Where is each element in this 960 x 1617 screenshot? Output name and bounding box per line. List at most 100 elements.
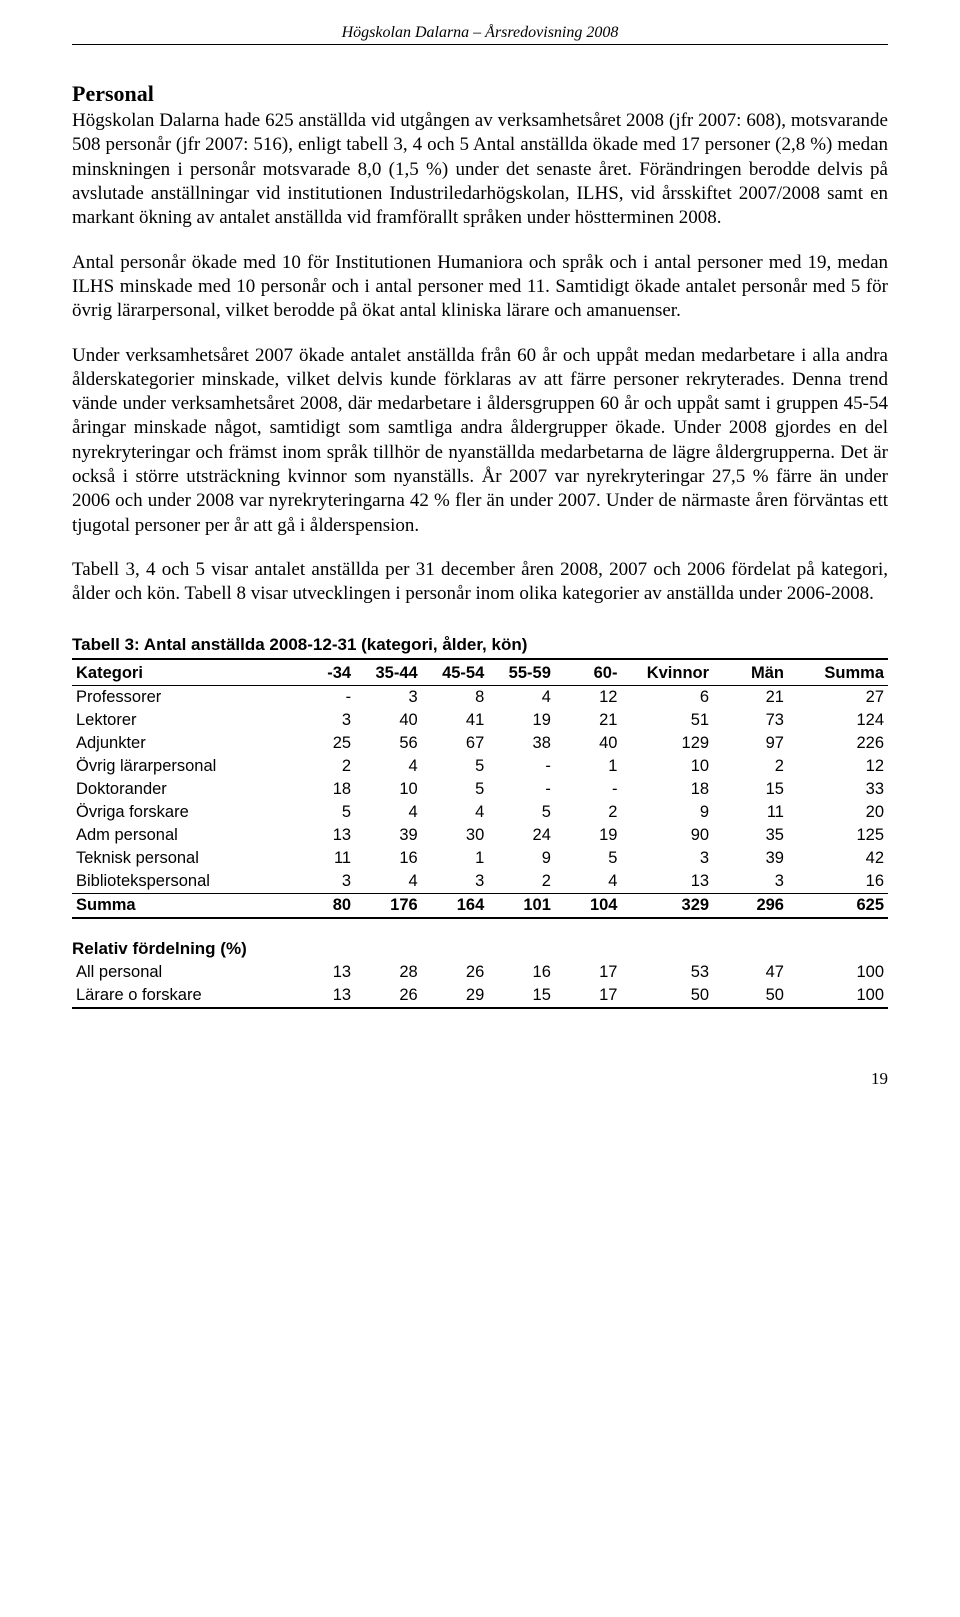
table3-body: Professorer-3841262127Lektorer3404119215…: [72, 685, 888, 918]
table-cell: 3: [355, 685, 422, 709]
table-cell: 296: [713, 893, 788, 918]
table-cell: 3: [713, 870, 788, 894]
relative-title: Relativ fördelning (%): [72, 939, 888, 959]
table3-col-34: -34: [289, 662, 356, 686]
table-row: Adjunkter255667384012997226: [72, 732, 888, 755]
table-cell: 164: [422, 893, 489, 918]
table-cell: Övrig lärarpersonal: [72, 755, 289, 778]
table-cell: 124: [788, 709, 888, 732]
table-cell: 9: [621, 801, 713, 824]
table-row: Professorer-3841262127: [72, 685, 888, 709]
table-cell: 3: [289, 870, 356, 894]
table3-col-3544: 35-44: [355, 662, 422, 686]
table-cell: 9: [488, 847, 555, 870]
table-cell: 13: [289, 961, 356, 984]
table-cell: Doktorander: [72, 778, 289, 801]
table-cell: 41: [422, 709, 489, 732]
table-cell: 4: [355, 801, 422, 824]
table-cell: Lärare o forskare: [72, 984, 289, 1008]
table-cell: 25: [289, 732, 356, 755]
document-page: Högskolan Dalarna – Årsredovisning 2008 …: [0, 0, 960, 1129]
table3-col-kategori: Kategori: [72, 662, 289, 686]
table-cell: 24: [488, 824, 555, 847]
table-row: Adm personal13393024199035125: [72, 824, 888, 847]
table-cell: 1: [555, 755, 622, 778]
table-cell: 1: [422, 847, 489, 870]
table-row: Lektorer3404119215173124: [72, 709, 888, 732]
table-cell: 5: [289, 801, 356, 824]
table-cell: 35: [713, 824, 788, 847]
table3: Kategori -34 35-44 45-54 55-59 60- Kvinn…: [72, 662, 888, 919]
table-cell: 16: [488, 961, 555, 984]
table3-col-man: Män: [713, 662, 788, 686]
table-cell: 97: [713, 732, 788, 755]
table-cell: 16: [788, 870, 888, 894]
table-cell: 329: [621, 893, 713, 918]
table-cell: 28: [355, 961, 422, 984]
relative-table: All personal13282616175347100 Lärare o fo…: [72, 961, 888, 1009]
table-cell: 18: [621, 778, 713, 801]
table-cell: 4: [355, 755, 422, 778]
table-cell: -: [488, 778, 555, 801]
table-cell: Summa: [72, 893, 289, 918]
table-row: Bibliotekspersonal3432413316: [72, 870, 888, 894]
table-cell: 6: [621, 685, 713, 709]
table-cell: 4: [355, 870, 422, 894]
table-cell: 47: [713, 961, 788, 984]
table-cell: 80: [289, 893, 356, 918]
table-cell: 33: [788, 778, 888, 801]
table-cell: 3: [621, 847, 713, 870]
table-cell: 13: [289, 824, 356, 847]
body-paragraph-3: Under verksamhetsåret 2007 ökade antalet…: [72, 344, 888, 539]
table-cell: 10: [355, 778, 422, 801]
table-cell: 101: [488, 893, 555, 918]
table-cell: 50: [621, 984, 713, 1008]
table3-col-kvinnor: Kvinnor: [621, 662, 713, 686]
table-cell: 125: [788, 824, 888, 847]
table-cell: 100: [788, 961, 888, 984]
table3-col-summa: Summa: [788, 662, 888, 686]
table-cell: 53: [621, 961, 713, 984]
table-cell: -: [289, 685, 356, 709]
table-cell: All personal: [72, 961, 289, 984]
table-cell: Övriga forskare: [72, 801, 289, 824]
table-cell: 3: [289, 709, 356, 732]
table-cell: 29: [422, 984, 489, 1008]
table-row: Teknisk personal111619533942: [72, 847, 888, 870]
table-row: Doktorander18105--181533: [72, 778, 888, 801]
table-cell: 8: [422, 685, 489, 709]
page-number: 19: [72, 1069, 888, 1089]
table-cell: 21: [713, 685, 788, 709]
table-cell: 625: [788, 893, 888, 918]
table-cell: -: [488, 755, 555, 778]
table3-col-4554: 45-54: [422, 662, 489, 686]
table-cell: 30: [422, 824, 489, 847]
table-cell: 100: [788, 984, 888, 1008]
relative-body: All personal13282616175347100 Lärare o fo…: [72, 961, 888, 1008]
table-row: Övrig lärarpersonal245-110212: [72, 755, 888, 778]
body-paragraph-2: Antal personår ökade med 10 för Institut…: [72, 251, 888, 324]
table-cell: 40: [355, 709, 422, 732]
table-cell: 3: [422, 870, 489, 894]
table-cell: 4: [555, 870, 622, 894]
table-cell: 39: [713, 847, 788, 870]
table-cell: 5: [555, 847, 622, 870]
table-cell: 51: [621, 709, 713, 732]
table-cell: -: [555, 778, 622, 801]
running-header: Högskolan Dalarna – Årsredovisning 2008: [72, 24, 888, 45]
table3-col-60: 60-: [555, 662, 622, 686]
table-cell: 4: [488, 685, 555, 709]
table-cell: 5: [422, 755, 489, 778]
table-cell: 11: [289, 847, 356, 870]
table-cell: 17: [555, 961, 622, 984]
table-cell: 26: [422, 961, 489, 984]
table-cell: 73: [713, 709, 788, 732]
table-cell: 2: [555, 801, 622, 824]
table-cell: Professorer: [72, 685, 289, 709]
table-cell: Adm personal: [72, 824, 289, 847]
table-cell: 13: [621, 870, 713, 894]
table-cell: 10: [621, 755, 713, 778]
table-cell: 15: [713, 778, 788, 801]
table-cell: 21: [555, 709, 622, 732]
table-cell: 5: [422, 778, 489, 801]
